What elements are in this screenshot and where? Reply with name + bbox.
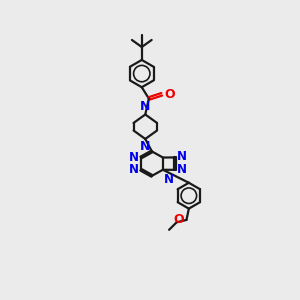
Text: N: N [140, 100, 151, 113]
Text: O: O [173, 213, 184, 226]
Text: N: N [129, 151, 139, 164]
Text: N: N [140, 140, 151, 153]
Text: O: O [165, 88, 176, 101]
Text: N: N [177, 163, 187, 176]
Text: N: N [164, 172, 174, 186]
Text: N: N [129, 163, 139, 176]
Text: N: N [177, 150, 187, 163]
